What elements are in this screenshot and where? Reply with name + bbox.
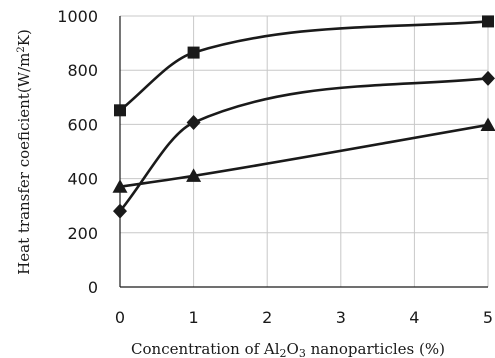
x-tick-label: 5 [483,308,493,327]
x-axis-title: Concentration of Al2O3 nanoparticles (%) [131,340,445,358]
x-tick-label: 3 [336,308,346,327]
series [112,15,495,219]
data-point-triangle [480,117,495,131]
y-tick-label: 200 [67,224,98,243]
y-tick-label: 600 [67,115,98,134]
data-point-square [114,104,126,117]
series-line-diamond [118,77,490,213]
y-axis-title: Heat transfer coeficient(W/m2K) [15,29,33,275]
series-line-square [118,20,490,112]
data-point-diamond [113,203,127,219]
data-point-diamond [186,115,201,131]
data-point-square [187,46,200,59]
y-tick-label: 800 [67,61,98,80]
data-point-triangle [112,179,128,193]
data-point-square [482,15,494,28]
data-point-triangle [186,168,202,182]
tick-labels: 0 200 400 600 800 1000 0 1 2 3 4 5 [57,7,493,327]
x-tick-label: 1 [189,308,199,327]
axes [119,16,488,288]
series-line-triangle [118,123,490,189]
series-diamond [113,70,495,219]
y-tick-label: 0 [88,278,98,297]
x-tick-label: 0 [115,308,125,327]
y-tick-label: 1000 [57,7,98,26]
x-tick-label: 2 [262,308,272,327]
data-point-diamond [481,70,495,86]
y-tick-label: 400 [67,170,98,189]
x-tick-label: 4 [409,308,419,327]
series-triangle [112,117,495,193]
gridlines [120,15,489,287]
series-square [114,15,494,117]
